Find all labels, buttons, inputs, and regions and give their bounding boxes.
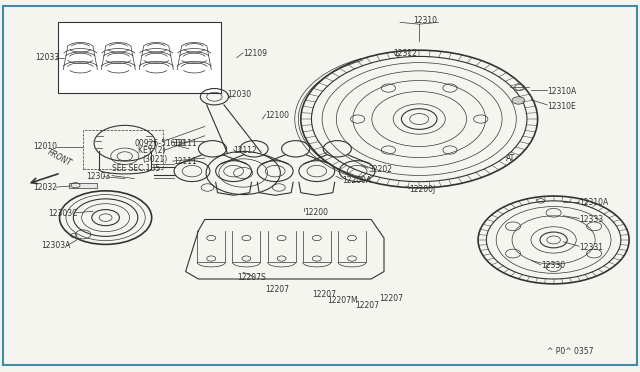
Text: 12310: 12310 (413, 16, 437, 25)
Text: FRONT: FRONT (46, 148, 73, 168)
Text: 12207S: 12207S (237, 273, 266, 282)
Bar (58, 22, 221, 93)
Text: 12111: 12111 (173, 139, 196, 148)
Text: 12303C: 12303C (48, 209, 77, 218)
Text: 12207M: 12207M (328, 296, 358, 305)
Text: 12033: 12033 (35, 53, 60, 62)
Text: 12330: 12330 (541, 262, 565, 270)
Text: 12200A: 12200A (342, 176, 372, 185)
Text: (3021): (3021) (142, 155, 167, 164)
Text: 00926-51600: 00926-51600 (134, 139, 186, 148)
Text: 12207: 12207 (312, 290, 337, 299)
Text: 12112: 12112 (234, 146, 257, 155)
Text: 12207: 12207 (266, 285, 289, 294)
Text: 12032: 12032 (33, 183, 58, 192)
Text: 12111: 12111 (173, 157, 196, 166)
Text: 12207: 12207 (379, 294, 403, 303)
Text: 12200: 12200 (304, 208, 328, 217)
Text: 12010: 12010 (33, 142, 58, 151)
Text: AT: AT (506, 154, 515, 163)
Text: 12310A: 12310A (547, 87, 577, 96)
Bar (83, 130, 163, 169)
Text: KEY (2): KEY (2) (138, 146, 165, 155)
Bar (69, 183, 97, 188)
Text: SEE SEC.135: SEE SEC.135 (112, 164, 160, 173)
Text: 12331: 12331 (579, 243, 604, 252)
Text: 12312: 12312 (394, 49, 417, 58)
Text: 12333: 12333 (579, 215, 604, 224)
Text: 12310E: 12310E (547, 102, 576, 110)
Text: ^ P0^ 0357: ^ P0^ 0357 (547, 347, 594, 356)
Text: 12310A: 12310A (579, 198, 609, 207)
Text: 12207: 12207 (355, 301, 380, 310)
Text: 12109: 12109 (243, 49, 268, 58)
Text: 12303A: 12303A (42, 241, 71, 250)
Text: 12303: 12303 (86, 172, 111, 181)
Text: 12100: 12100 (266, 111, 289, 120)
Text: 12200J: 12200J (410, 185, 436, 194)
Text: 12030: 12030 (227, 90, 252, 99)
Text: 32202: 32202 (368, 165, 392, 174)
Circle shape (512, 97, 525, 104)
